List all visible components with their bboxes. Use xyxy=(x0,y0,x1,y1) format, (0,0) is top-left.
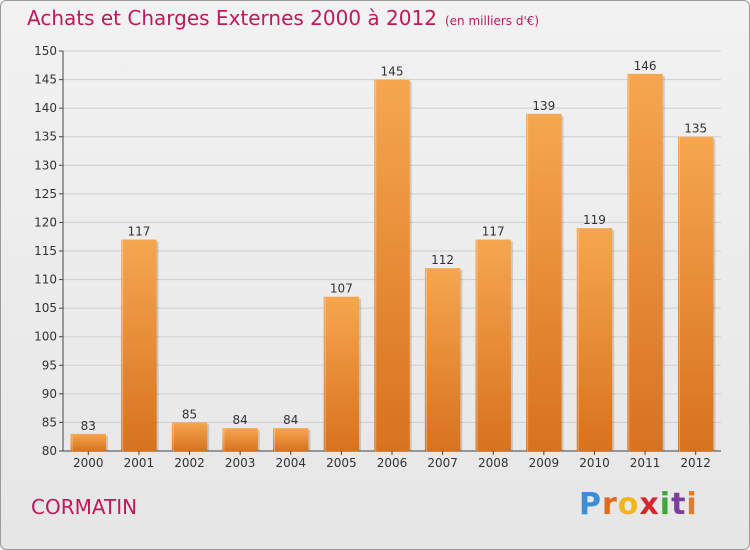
bar-value-label: 135 xyxy=(684,122,707,136)
bar xyxy=(526,113,562,451)
bar xyxy=(424,268,461,451)
x-tick-label: 2004 xyxy=(275,456,306,470)
logo-letter: i xyxy=(659,487,672,522)
y-tick-label: 130 xyxy=(34,158,57,172)
logo-letter: P xyxy=(579,487,602,522)
y-tick-label: 145 xyxy=(34,73,57,87)
bar xyxy=(323,296,360,451)
proxiti-logo[interactable]: Proxiti xyxy=(579,487,698,522)
x-tick-label: 2007 xyxy=(427,456,458,470)
bar xyxy=(273,428,309,451)
x-tick-label: 2011 xyxy=(630,456,661,470)
y-tick-label: 120 xyxy=(34,215,57,229)
bar xyxy=(576,228,613,451)
bars xyxy=(70,73,716,452)
commune-name: CORMATIN xyxy=(31,495,138,519)
y-tick-label: 135 xyxy=(34,130,57,144)
y-tick-label: 90 xyxy=(42,387,57,401)
bar xyxy=(374,79,410,452)
y-tick-label: 140 xyxy=(34,101,57,115)
bar-value-label: 117 xyxy=(127,225,150,239)
y-tick-label: 110 xyxy=(34,273,57,287)
bar-value-label: 112 xyxy=(431,253,454,267)
bar-value-label: 85 xyxy=(182,407,197,421)
bar-value-label: 84 xyxy=(233,413,248,427)
bar-value-label: 146 xyxy=(634,59,657,73)
x-tick-label: 2008 xyxy=(478,456,509,470)
bar xyxy=(475,239,511,451)
bar-value-label: 145 xyxy=(381,65,404,79)
x-tick-label: 2010 xyxy=(579,456,610,470)
bar-value-label: 139 xyxy=(532,99,555,113)
title-text: Achats et Charges Externes 2000 à 2012 xyxy=(27,6,437,30)
x-tick-label: 2003 xyxy=(225,456,256,470)
bar-value-label: 84 xyxy=(283,413,298,427)
bar xyxy=(222,428,258,451)
logo-letter: t xyxy=(671,487,687,522)
logo-letter: r xyxy=(602,487,618,522)
y-tick-label: 150 xyxy=(34,44,57,58)
y-tick-label: 95 xyxy=(42,358,57,372)
bar-value-label: 117 xyxy=(482,225,505,239)
x-tick-label: 2012 xyxy=(680,456,711,470)
x-tick-label: 2000 xyxy=(73,456,104,470)
x-tick-label: 2006 xyxy=(377,456,408,470)
bar-chart: 80 85 90 95 100 105 110 115 120 125 130 135 140 145 15… xyxy=(34,44,721,470)
bar xyxy=(171,422,208,451)
x-tick-label: 2002 xyxy=(174,456,205,470)
bar-value-label: 83 xyxy=(81,419,96,433)
y-tick-label: 85 xyxy=(42,415,57,429)
y-tick-label: 115 xyxy=(34,244,57,258)
bar-value-label: 107 xyxy=(330,282,353,296)
bar xyxy=(677,136,714,451)
y-tick-label: 80 xyxy=(42,444,57,458)
bar xyxy=(121,239,157,451)
bar xyxy=(627,73,663,451)
logo-letter: x xyxy=(639,487,660,522)
x-tick-label: 2009 xyxy=(529,456,560,470)
labels: 80 85 90 95 100 105 110 115 120 125 130 135 140 145 15… xyxy=(34,44,711,470)
bar-value-label: 119 xyxy=(583,213,606,227)
x-tick-label: 2005 xyxy=(326,456,357,470)
logo-letter: o xyxy=(617,487,640,522)
y-tick-label: 105 xyxy=(34,301,57,315)
y-tick-label: 125 xyxy=(34,187,57,201)
bar xyxy=(70,433,107,451)
y-tick-label: 100 xyxy=(34,330,57,344)
logo-letter: i xyxy=(686,487,698,522)
chart-title: Achats et Charges Externes 2000 à 2012 (e… xyxy=(27,6,539,30)
x-tick-label: 2001 xyxy=(124,456,155,470)
title-unit: (en milliers d'€) xyxy=(444,14,540,28)
